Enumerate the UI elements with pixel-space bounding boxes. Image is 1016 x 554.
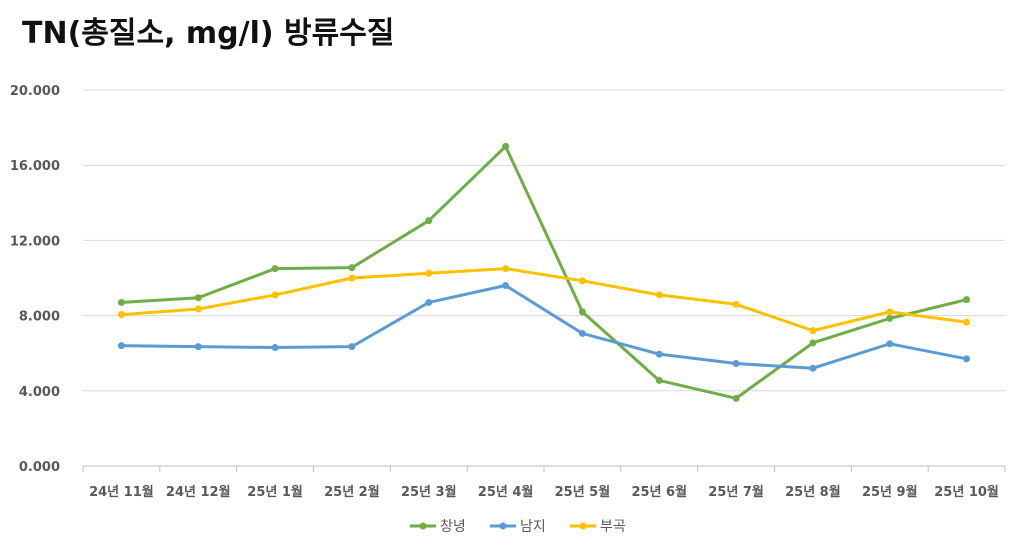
data-point [732,394,740,402]
x-tick-label: 25년 8월 [785,484,841,500]
x-tick-label: 25년 7월 [708,484,764,500]
data-point [348,274,356,282]
data-point [117,342,125,350]
series-남지 [117,282,971,372]
data-point [271,291,279,299]
legend-label: 남지 [520,519,546,535]
data-point [809,327,817,335]
series-line [119,267,969,333]
data-point [425,269,433,277]
data-point [963,296,971,304]
data-point [886,314,894,322]
data-point [194,305,202,313]
y-axis-ticks: 0.000 4.000 8.000 12.000 16.000 20.000 [10,84,60,475]
data-point [578,329,586,337]
legend-marker [579,522,587,530]
data-point [117,298,125,306]
data-point [425,298,433,306]
data-point [502,265,510,273]
x-tick-label: 25년 1월 [247,484,303,500]
data-point [502,142,510,150]
data-point [886,308,894,316]
data-point [655,350,663,358]
data-point [502,282,510,290]
data-point [348,264,356,272]
data-point [578,277,586,285]
legend: 창녕 남지 부곡 [410,519,626,535]
y-tick-label: 20.000 [10,84,60,99]
y-tick-label: 16.000 [10,159,60,174]
data-point [655,376,663,384]
data-point [117,311,125,319]
x-tick-label: 24년 12월 [166,484,231,500]
x-tick-label: 24년 11월 [89,484,154,500]
series-부곡 [117,265,971,335]
x-tick-label: 25년 10월 [934,484,999,500]
data-point [809,339,817,347]
data-point [348,343,356,351]
legend-marker [499,522,507,530]
x-tick-label: 25년 3월 [401,484,457,500]
y-tick-label: 12.000 [10,234,60,249]
data-point [271,344,279,352]
data-point [809,364,817,372]
legend-label: 창녕 [440,519,466,535]
x-tick-label: 25년 4월 [478,484,534,500]
data-point [578,308,586,316]
data-point [194,294,202,302]
data-point [732,300,740,308]
gridlines [83,89,1005,467]
x-tick-label: 25년 6월 [631,484,687,500]
legend-item: 남지 [490,519,546,535]
x-tick-label: 25년 5월 [555,484,611,500]
data-point [194,343,202,351]
legend-label: 부곡 [600,519,626,535]
legend-item: 부곡 [570,519,626,535]
legend-marker [419,522,427,530]
data-point [732,360,740,368]
data-point [963,318,971,326]
legend-item: 창녕 [410,519,466,535]
data-point [271,265,279,273]
data-point [886,340,894,348]
x-axis-ticks: 24년 11월 24년 12월 25년 1월 25년 2월 25년 3월 25년 4월 25… [82,466,1006,500]
x-tick-label: 25년 2월 [324,484,380,500]
data-point [425,217,433,225]
data-point [655,291,663,299]
series-line [119,144,969,400]
y-tick-label: 4.000 [19,385,60,400]
data-point [963,355,971,363]
series-창녕 [117,142,971,402]
series-group [117,142,971,402]
y-tick-label: 0.000 [19,460,60,475]
y-tick-label: 8.000 [19,310,60,325]
series-line [119,284,969,370]
chart-title: TN(총질소, mg/l) 방류수질 [22,16,394,51]
x-tick-label: 25년 9월 [862,484,918,500]
